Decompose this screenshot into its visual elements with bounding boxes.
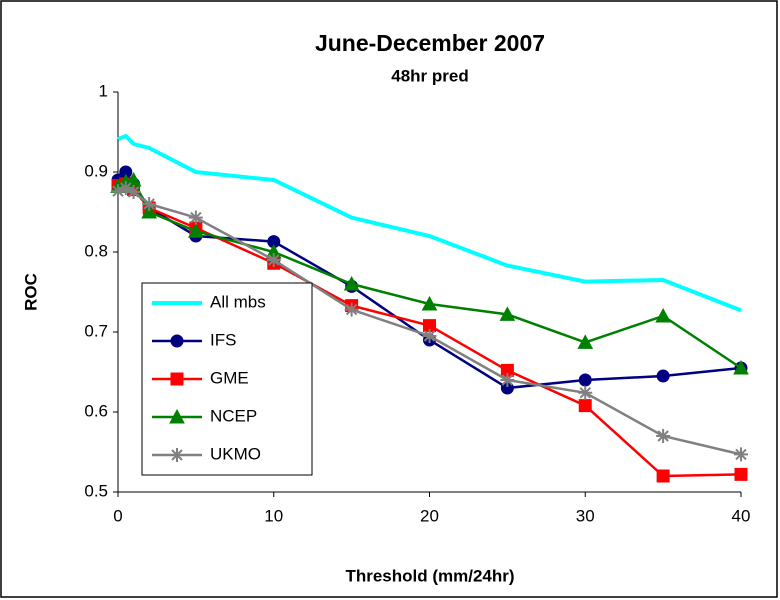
marker [578, 373, 592, 387]
marker [169, 408, 185, 424]
x-tick-label: 0 [113, 506, 122, 525]
marker [656, 369, 670, 383]
marker [421, 295, 438, 311]
marker [141, 203, 157, 219]
marker [578, 399, 592, 413]
marker [170, 372, 184, 386]
marker [423, 319, 436, 333]
y-axis-label: ROC [21, 273, 40, 311]
marker [734, 467, 748, 481]
marker [118, 181, 133, 195]
marker [111, 184, 125, 199]
marker [656, 429, 671, 443]
x-tick-label: 40 [732, 506, 751, 525]
marker [119, 165, 133, 179]
x-tick-label: 10 [264, 506, 283, 525]
chart-title: June-December 2007 [315, 30, 545, 56]
marker [500, 373, 515, 387]
x-axis-label: Threshold (mm/24hr) [345, 566, 514, 585]
marker [170, 334, 184, 348]
marker [734, 447, 748, 462]
marker [188, 210, 203, 225]
marker [267, 235, 281, 249]
x-tick-label: 30 [576, 506, 595, 525]
y-tick-label: 0.6 [84, 401, 108, 420]
marker [733, 359, 749, 375]
legend-label: UKMO [210, 444, 261, 463]
legend-label: NCEP [210, 406, 257, 425]
y-tick-label: 0.7 [84, 321, 108, 340]
marker [577, 334, 594, 349]
marker [578, 385, 593, 400]
marker [422, 329, 437, 343]
marker [142, 197, 157, 211]
legend-label: All mbs [210, 292, 266, 311]
marker [344, 302, 359, 317]
marker [170, 448, 184, 462]
series-line [117, 133, 742, 313]
y-tick-label: 0.9 [84, 161, 108, 180]
marker [655, 307, 671, 323]
marker [266, 253, 281, 267]
marker [343, 275, 360, 291]
x-tick-label: 20 [420, 506, 439, 525]
marker [500, 363, 514, 377]
marker [188, 223, 204, 238]
chart-subtitle: 48hr pred [391, 66, 468, 85]
legend-label: IFS [210, 330, 236, 349]
y-tick-label: 0.8 [84, 241, 108, 260]
marker [126, 185, 141, 199]
marker [499, 306, 516, 321]
y-tick-label: 0.5 [84, 481, 108, 500]
legend: All mbs IFS GME NCEP UKMO [141, 282, 313, 476]
marker [656, 469, 670, 483]
y-tick-label: 1 [99, 81, 108, 100]
legend-label: GME [210, 368, 249, 387]
